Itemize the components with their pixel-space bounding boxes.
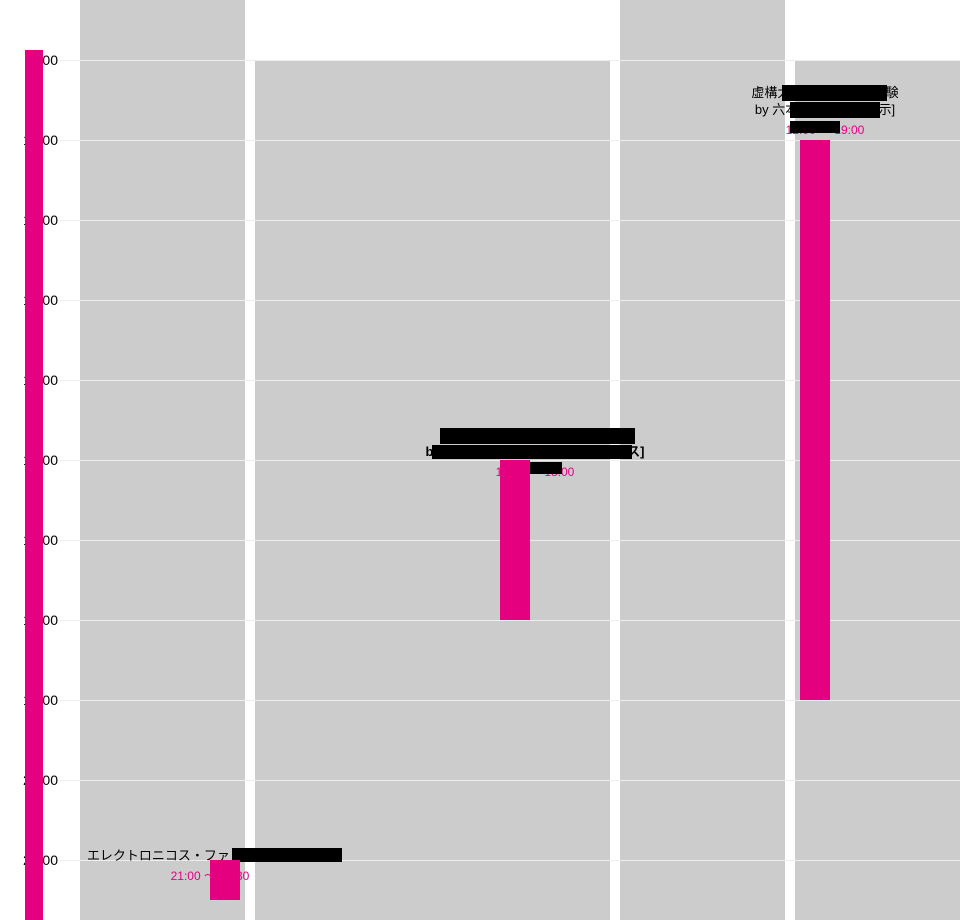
schedule-chart: 11:00 12:00 13:00 14:00 15:00 16:00 17:0… [0, 0, 960, 920]
event-b-bar[interactable] [500, 460, 530, 620]
event-a-overlay [232, 848, 342, 862]
event-b-overlay-1 [440, 428, 635, 444]
event-c-s1: 験 [886, 85, 899, 100]
event-b-overlay-2 [432, 445, 632, 459]
event-c-s2: 示] [878, 102, 895, 117]
event-c-bar[interactable] [800, 140, 830, 700]
event-a-bar[interactable] [210, 860, 240, 900]
column-bg-2 [255, 60, 610, 920]
gridline [60, 700, 960, 701]
event-c-overlay-3 [790, 121, 840, 133]
gridline [60, 60, 960, 61]
event-c-overlay-2 [790, 102, 880, 118]
event-c-overlay-1 [782, 85, 887, 101]
side-bar [25, 50, 43, 920]
gridline [60, 780, 960, 781]
